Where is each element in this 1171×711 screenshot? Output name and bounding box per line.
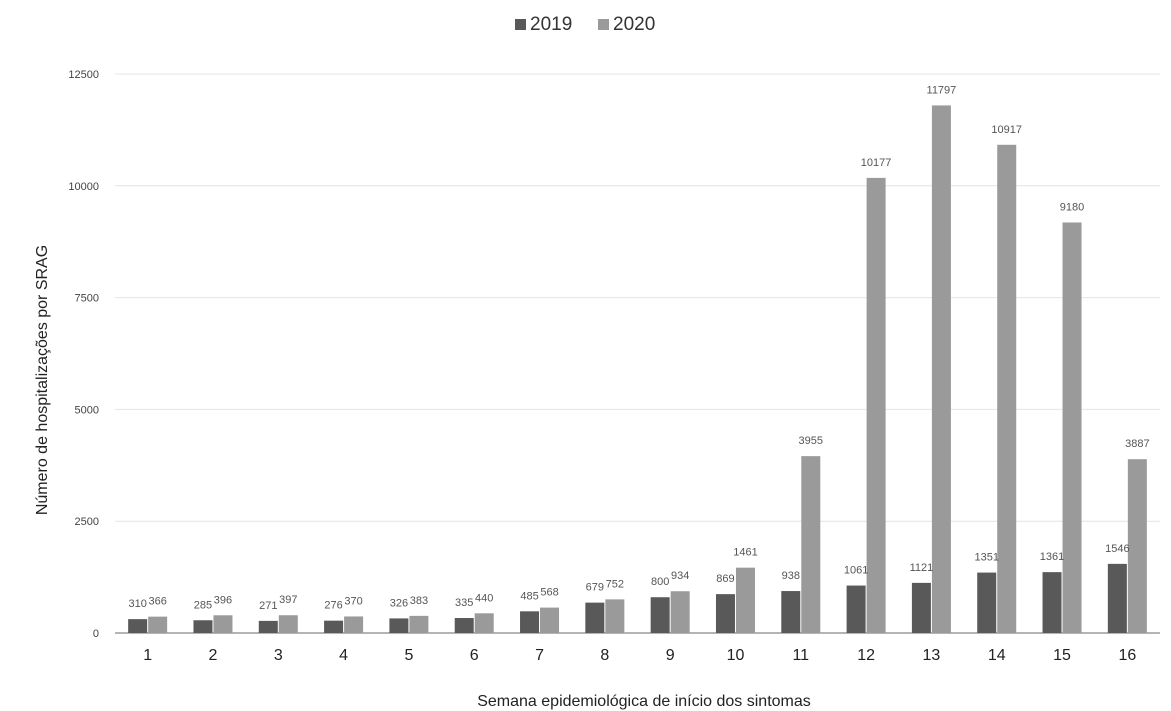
- data-label-2020-week-15: 9180: [1060, 201, 1084, 213]
- data-label-2019-week-6: 335: [455, 597, 473, 609]
- data-label-2019-week-8: 679: [586, 582, 604, 594]
- data-label-2020-week-2: 396: [214, 594, 232, 606]
- data-label-2019-week-9: 800: [651, 576, 669, 588]
- bar-2019-week-8: [585, 602, 605, 633]
- bar-2020-week-15: [1062, 222, 1082, 633]
- bar-2019-week-1: [128, 619, 148, 633]
- data-labels: 310 366 285 396 271 397 276 370 326 383 335 440 485 5…: [128, 84, 1149, 611]
- bars: [128, 105, 1147, 634]
- data-label-2019-week-1: 310: [128, 598, 146, 610]
- data-label-2020-week-13: 11797: [927, 84, 957, 96]
- x-tick-label: 9: [666, 647, 675, 664]
- x-tick-label: 12: [857, 647, 875, 664]
- data-label-2019-week-7: 485: [520, 590, 538, 602]
- bar-2019-week-15: [1042, 572, 1062, 633]
- bar-2019-week-2: [193, 620, 213, 633]
- data-label-2019-week-10: 869: [716, 573, 734, 585]
- x-tick-label: 2: [209, 647, 218, 664]
- y-axis-title: Número de hospitalizações por SRAG: [34, 245, 51, 515]
- bar-2020-week-3: [278, 615, 298, 633]
- data-label-2020-week-16: 3887: [1125, 438, 1149, 450]
- bar-2019-week-10: [715, 594, 735, 633]
- bar-2019-week-4: [324, 620, 344, 633]
- x-tick-label: 6: [470, 647, 479, 664]
- data-label-2019-week-3: 271: [259, 600, 277, 612]
- data-label-2020-week-7: 568: [540, 587, 558, 599]
- legend-label-2019: 2019: [530, 14, 572, 35]
- x-tick-label: 4: [339, 647, 348, 664]
- data-label-2019-week-13: 1121: [910, 562, 934, 574]
- x-tick-label: 16: [1118, 647, 1136, 664]
- data-label-2020-week-6: 440: [475, 592, 493, 604]
- bar-2019-week-9: [650, 597, 670, 633]
- data-label-2019-week-4: 276: [324, 600, 342, 612]
- legend-swatch-2019: [515, 19, 526, 30]
- bar-2020-week-2: [213, 615, 233, 633]
- legend-label-2020: 2020: [613, 14, 655, 35]
- bar-2020-week-8: [605, 599, 625, 633]
- data-label-2019-week-16: 1546: [1105, 543, 1129, 555]
- bar-2020-week-6: [474, 613, 494, 633]
- x-tick-label: 5: [404, 647, 413, 664]
- y-tick-label: 7500: [75, 293, 99, 305]
- data-label-2019-week-15: 1361: [1040, 551, 1064, 563]
- x-tick-label: 15: [1053, 647, 1071, 664]
- y-tick-label: 5000: [75, 404, 99, 416]
- x-tick-label: 3: [274, 647, 283, 664]
- x-tick-label: 11: [792, 647, 809, 664]
- bar-2019-week-12: [846, 585, 866, 633]
- data-label-2020-week-3: 397: [279, 594, 297, 606]
- data-label-2020-week-5: 383: [410, 595, 428, 607]
- data-label-2020-week-4: 370: [344, 595, 362, 607]
- bar-2019-week-16: [1107, 563, 1127, 633]
- bar-2019-week-5: [389, 618, 409, 633]
- y-tick-label: 10000: [68, 181, 99, 193]
- bar-2019-week-7: [520, 611, 540, 633]
- x-tick-label: 8: [600, 647, 609, 664]
- data-label-2020-week-11: 3955: [799, 435, 823, 447]
- bar-2020-week-5: [409, 615, 429, 633]
- data-label-2020-week-8: 752: [606, 578, 624, 590]
- data-label-2020-week-12: 10177: [861, 157, 892, 169]
- bar-2020-week-12: [866, 177, 886, 633]
- x-tick-label: 13: [923, 647, 941, 664]
- y-tick-label: 0: [93, 628, 99, 640]
- y-tick-label: 2500: [75, 516, 99, 528]
- x-tick-label: 1: [143, 647, 152, 664]
- data-label-2019-week-2: 285: [194, 599, 212, 611]
- y-axis-ticks: 0 2500 5000 7500 10000 12500: [68, 69, 99, 640]
- data-label-2019-week-5: 326: [390, 597, 408, 609]
- x-tick-label: 7: [535, 647, 544, 664]
- x-axis-ticks: 1 2 3 4 5 6 7 8 9 10 11 12 13 14 15 16: [143, 647, 1136, 664]
- bar-2020-week-4: [344, 616, 364, 633]
- legend-swatch-2020: [598, 19, 609, 30]
- data-label-2020-week-10: 1461: [733, 547, 757, 559]
- bar-2019-week-13: [911, 582, 931, 633]
- y-tick-label: 12500: [68, 69, 99, 81]
- bar-2020-week-9: [670, 591, 690, 633]
- x-axis-title: Semana epidemiológica de início dos sint…: [477, 693, 811, 710]
- bar-2020-week-13: [931, 105, 951, 633]
- bar-2020-week-16: [1127, 459, 1147, 633]
- data-label-2019-week-11: 938: [782, 570, 800, 582]
- bar-2020-week-7: [540, 607, 560, 633]
- bar-2020-week-1: [148, 616, 168, 633]
- data-label-2020-week-14: 10917: [991, 124, 1022, 136]
- bar-2020-week-10: [735, 567, 755, 633]
- data-label-2019-week-12: 1061: [844, 565, 868, 577]
- x-tick-label: 10: [727, 647, 745, 664]
- bar-2019-week-6: [454, 618, 474, 633]
- data-label-2020-week-9: 934: [671, 570, 689, 582]
- data-label-2019-week-14: 1351: [974, 552, 998, 564]
- bar-2019-week-14: [977, 572, 997, 633]
- legend: 2019 2020: [515, 14, 655, 35]
- bar-2020-week-14: [997, 144, 1017, 634]
- bar-2019-week-11: [781, 591, 801, 633]
- x-tick-label: 14: [988, 647, 1006, 664]
- bar-2020-week-11: [801, 456, 821, 633]
- bar-2019-week-3: [258, 620, 278, 633]
- data-label-2020-week-1: 366: [148, 596, 166, 608]
